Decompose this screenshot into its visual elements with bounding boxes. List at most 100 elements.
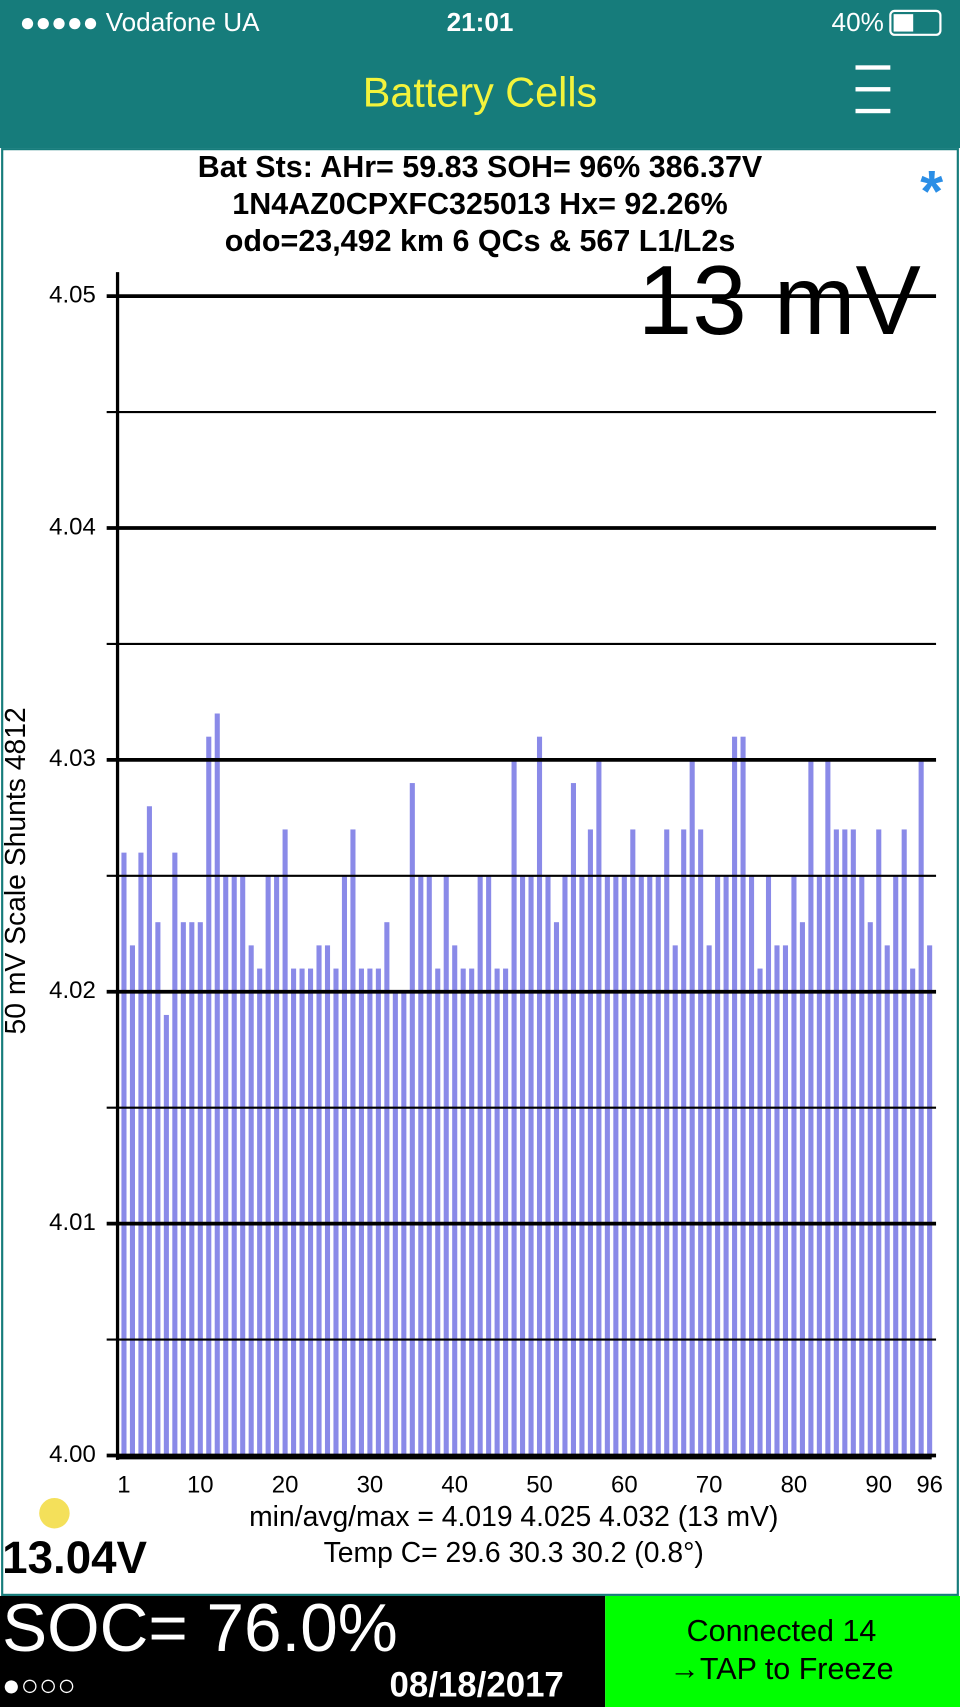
x-tick-label: 70 bbox=[696, 1471, 723, 1498]
bar bbox=[655, 875, 661, 1456]
date: 08/18/2017 bbox=[390, 1666, 564, 1705]
bar bbox=[613, 875, 619, 1456]
x-tick-label: 96 bbox=[916, 1471, 943, 1498]
y-tick-label: 4.01 bbox=[49, 1209, 96, 1236]
bar bbox=[545, 875, 551, 1456]
bar bbox=[816, 875, 822, 1456]
bar bbox=[223, 875, 229, 1456]
bar bbox=[486, 875, 492, 1456]
x-tick-label: 90 bbox=[865, 1471, 892, 1498]
bar bbox=[901, 829, 907, 1456]
bar bbox=[231, 875, 237, 1456]
bar bbox=[740, 736, 746, 1456]
page-dots: ●○○○ bbox=[2, 1668, 76, 1702]
freeze-button[interactable] bbox=[605, 1595, 960, 1707]
menu-button[interactable] bbox=[855, 65, 891, 114]
bar bbox=[155, 922, 161, 1456]
freeze-hint: →TAP to Freeze bbox=[669, 1652, 893, 1686]
refresh-marker[interactable]: * bbox=[920, 159, 943, 224]
bar bbox=[180, 922, 186, 1456]
bar bbox=[927, 945, 933, 1456]
bar bbox=[350, 829, 356, 1456]
summary-line: Temp C= 29.6 30.3 30.2 (0.8°) bbox=[324, 1536, 704, 1568]
bar bbox=[774, 945, 780, 1456]
bar bbox=[604, 875, 610, 1456]
status-line: Bat Sts: AHr= 59.83 SOH= 96% 386.37V bbox=[198, 150, 763, 184]
bar bbox=[876, 829, 882, 1456]
bar bbox=[469, 968, 475, 1456]
soc: SOC= 76.0% bbox=[2, 1591, 398, 1666]
bar bbox=[189, 922, 195, 1456]
bar bbox=[197, 922, 203, 1456]
bar bbox=[893, 875, 899, 1456]
bar bbox=[536, 736, 543, 1456]
bar bbox=[248, 945, 254, 1456]
bar bbox=[291, 968, 297, 1456]
bar bbox=[765, 875, 772, 1456]
bar bbox=[443, 875, 449, 1456]
bar bbox=[460, 968, 466, 1456]
bar bbox=[121, 852, 127, 1456]
bar bbox=[587, 829, 593, 1456]
bar bbox=[358, 968, 364, 1456]
spread-annotation: 13 mV bbox=[638, 245, 921, 355]
bar bbox=[748, 875, 755, 1456]
battery-icon bbox=[889, 9, 942, 36]
bar bbox=[850, 829, 856, 1456]
y-tick-label: 4.04 bbox=[49, 513, 96, 540]
bar bbox=[409, 783, 415, 1456]
bar bbox=[265, 875, 271, 1456]
bar bbox=[715, 875, 721, 1456]
carrier: ●●●●● Vodafone UA bbox=[20, 7, 261, 37]
bar bbox=[579, 875, 585, 1456]
bar bbox=[282, 829, 288, 1456]
bar bbox=[341, 875, 348, 1456]
bar bbox=[316, 945, 322, 1456]
screen-title: Battery Cells bbox=[363, 70, 597, 116]
bar bbox=[146, 806, 152, 1456]
summary-line: min/avg/max = 4.019 4.025 4.032 (13 mV) bbox=[249, 1500, 778, 1532]
bar bbox=[723, 875, 729, 1456]
bar bbox=[384, 922, 390, 1456]
y-tick-label: 4.03 bbox=[49, 745, 96, 772]
bar bbox=[859, 875, 865, 1456]
bar bbox=[672, 945, 678, 1456]
bar bbox=[638, 875, 644, 1456]
bar bbox=[833, 829, 839, 1456]
bar bbox=[910, 968, 916, 1456]
bar bbox=[799, 922, 805, 1456]
bar bbox=[333, 968, 339, 1456]
bar bbox=[782, 945, 789, 1456]
bar bbox=[791, 875, 797, 1456]
bar bbox=[520, 875, 526, 1456]
bar bbox=[681, 829, 687, 1456]
pack-voltage: 13.04V bbox=[2, 1532, 147, 1583]
x-tick-label: 30 bbox=[357, 1471, 384, 1498]
bar bbox=[621, 875, 627, 1456]
bar bbox=[842, 829, 848, 1456]
bar bbox=[503, 968, 509, 1456]
bar bbox=[757, 968, 763, 1456]
bar bbox=[308, 968, 314, 1456]
bar bbox=[477, 875, 483, 1456]
bar bbox=[426, 875, 432, 1456]
bar bbox=[647, 875, 653, 1456]
bar bbox=[884, 945, 890, 1456]
connection-status: Connected 14 bbox=[687, 1614, 877, 1648]
bar bbox=[630, 829, 636, 1456]
y-tick-label: 4.00 bbox=[49, 1441, 96, 1468]
bar bbox=[732, 736, 738, 1456]
bar bbox=[214, 713, 220, 1456]
y-tick-label: 4.02 bbox=[49, 977, 96, 1004]
bar bbox=[418, 875, 424, 1456]
bulb-icon[interactable] bbox=[39, 1497, 70, 1529]
header-bar bbox=[0, 0, 960, 149]
y-tick-label: 4.05 bbox=[49, 281, 96, 308]
x-tick-label: 10 bbox=[187, 1471, 214, 1498]
bar bbox=[129, 945, 135, 1456]
bar bbox=[435, 968, 441, 1456]
x-tick-label: 40 bbox=[441, 1471, 468, 1498]
bar bbox=[664, 829, 670, 1456]
